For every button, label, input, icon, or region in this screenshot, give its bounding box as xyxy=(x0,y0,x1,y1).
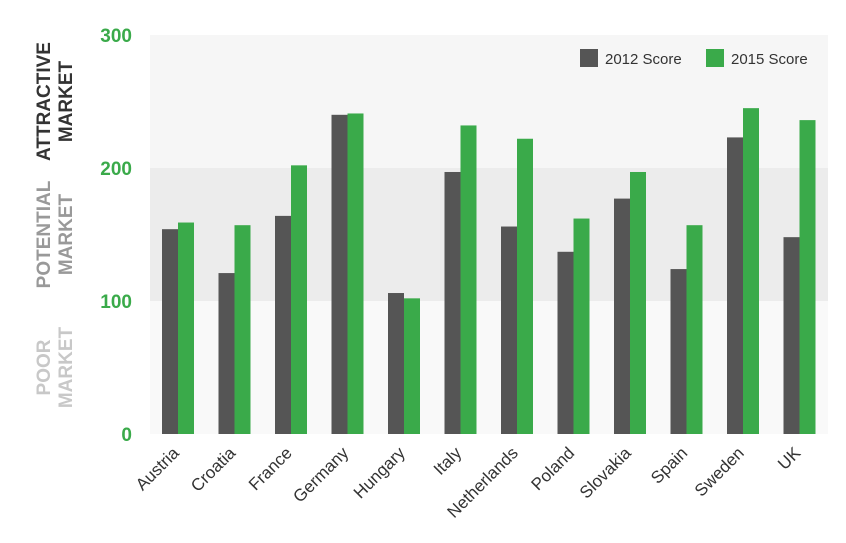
y-tick-label: 300 xyxy=(100,26,132,47)
bar-2012-germany xyxy=(331,114,348,435)
bar-2015-italy xyxy=(460,125,477,434)
bar-2015-uk xyxy=(799,120,816,435)
market-bands xyxy=(150,35,828,434)
x-tick-label: Poland xyxy=(527,443,578,494)
bar-2012-france xyxy=(275,215,291,434)
x-tick-label: Italy xyxy=(430,443,466,479)
legend-swatch-1 xyxy=(706,49,724,67)
band-label: POORMARKET xyxy=(34,326,77,408)
x-tick-label: Austria xyxy=(132,443,183,494)
bar-2012-spain xyxy=(670,269,687,434)
bar-2015-hungary xyxy=(404,298,420,434)
y-tick-label: 0 xyxy=(121,425,132,446)
band-label-line: MARKET xyxy=(56,193,77,275)
bar-2012-austria xyxy=(162,229,178,434)
y-axis: 0 100 200 300 xyxy=(100,26,132,446)
bar-2015-croatia xyxy=(234,225,251,434)
band-label-line: ATTRACTIVE xyxy=(34,42,55,161)
bars xyxy=(162,108,816,435)
band-label: POTENTIALMARKET xyxy=(34,180,77,288)
y-tick-label: 200 xyxy=(100,159,132,180)
x-tick-label: France xyxy=(245,443,296,494)
legend-label-1: 2015 Score xyxy=(731,51,808,68)
bar-2012-slovakia xyxy=(614,198,630,434)
x-tick-label: Spain xyxy=(647,443,691,487)
x-tick-label: Germany xyxy=(289,443,352,506)
x-tick-label: Slovakia xyxy=(576,443,635,502)
bar-2012-poland xyxy=(557,251,574,434)
bar-2015-poland xyxy=(573,218,590,434)
band-label-line: MARKET xyxy=(56,326,77,408)
band-label: ATTRACTIVEMARKET xyxy=(34,42,77,161)
band-labels: ATTRACTIVEMARKETPOTENTIALMARKETPOORMARKE… xyxy=(34,42,77,408)
band-2 xyxy=(150,301,828,434)
band-1 xyxy=(150,168,828,301)
band-0 xyxy=(150,35,828,168)
legend-label-0: 2012 Score xyxy=(605,51,682,68)
bar-2015-sweden xyxy=(743,108,759,435)
x-tick-label: UK xyxy=(774,443,805,474)
x-tick-label: Sweden xyxy=(691,443,748,500)
band-label-line: MARKET xyxy=(56,60,77,142)
bar-2012-sweden xyxy=(727,137,743,434)
bar-2012-hungary xyxy=(388,293,404,434)
bar-2012-croatia xyxy=(218,273,235,434)
bar-2012-uk xyxy=(783,237,800,434)
legend: 2012 Score 2015 Score xyxy=(580,49,808,68)
bar-2015-netherlands xyxy=(517,138,533,435)
bar-2015-austria xyxy=(178,222,194,434)
bar-2015-slovakia xyxy=(630,171,646,435)
bar-2015-germany xyxy=(347,113,364,434)
bar-2012-italy xyxy=(444,171,461,435)
bar-2012-netherlands xyxy=(501,226,517,434)
x-tick-label: Hungary xyxy=(350,443,409,502)
legend-swatch-0 xyxy=(580,49,598,67)
x-tick-label: Croatia xyxy=(187,443,240,496)
y-tick-label: 100 xyxy=(100,292,132,313)
band-label-line: POOR xyxy=(34,339,55,395)
bar-2015-spain xyxy=(686,225,703,434)
band-label-line: POTENTIAL xyxy=(34,180,55,288)
bar-2015-france xyxy=(291,165,307,434)
